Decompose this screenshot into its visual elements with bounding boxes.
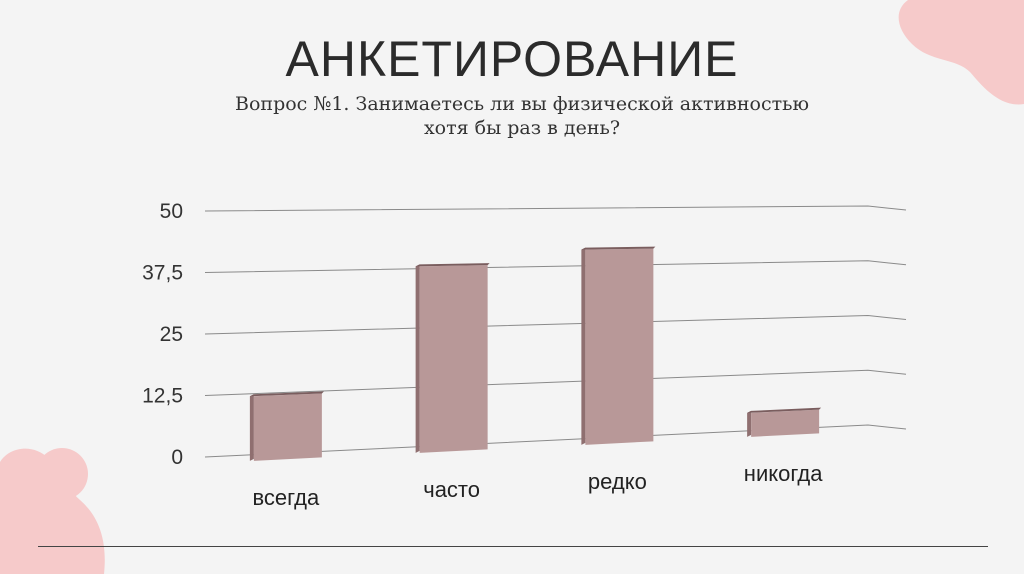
gridline [204, 205, 907, 212]
decorative-blob-top-right [898, 0, 1024, 105]
subtitle-line-2: хотя бы раз в день? [423, 117, 621, 139]
y-tick-label: 12,5 [142, 385, 183, 408]
question-subtitle: Вопрос №1. Занимаетесь ли вы физической … [212, 92, 832, 140]
gridline [204, 314, 907, 335]
category-label: никогда [744, 461, 823, 486]
decorative-blob-bottom-left [0, 448, 105, 574]
page-title: АНКЕТИРОВАНИЕ [285, 31, 739, 87]
bar-top [415, 263, 490, 267]
footer-divider [38, 546, 988, 547]
bar-side [747, 410, 752, 437]
category-label: редко [588, 469, 647, 494]
bar-side [581, 247, 586, 445]
bar [253, 393, 322, 461]
gridline [204, 260, 907, 273]
bar-top [747, 407, 822, 413]
bar [419, 265, 488, 453]
y-tick-label: 37,5 [142, 262, 183, 285]
gridline [204, 369, 907, 396]
subtitle-line-1: Вопрос №1. Занимаетесь ли вы физической … [235, 93, 809, 115]
bar-side [415, 264, 420, 453]
bar [585, 248, 654, 445]
bar-side [249, 394, 254, 461]
y-tick-label: 50 [160, 200, 183, 223]
y-tick-label: 0 [171, 446, 183, 469]
bar [751, 409, 820, 437]
bar-top [249, 391, 324, 397]
category-label: часто [423, 477, 480, 502]
bar-top [581, 246, 656, 250]
category-label: всегда [252, 485, 320, 510]
y-tick-label: 25 [160, 323, 183, 346]
